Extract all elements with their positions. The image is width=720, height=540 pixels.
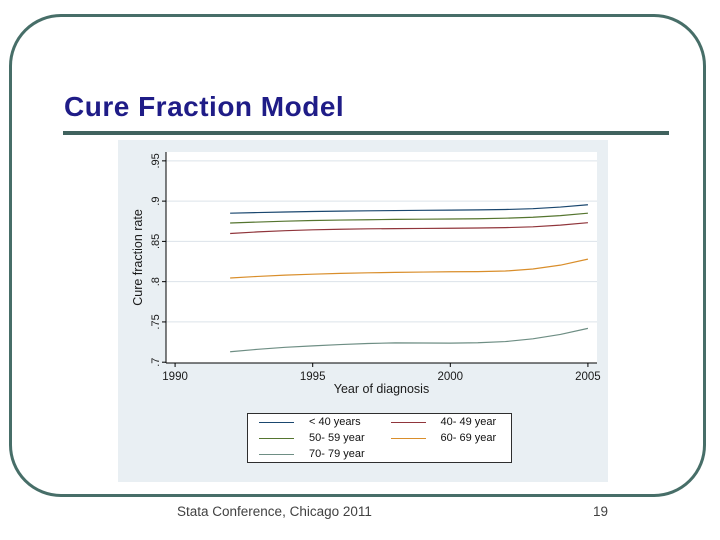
- page-title: Cure Fraction Model: [64, 91, 345, 122]
- x-tick-label: 1995: [300, 371, 326, 383]
- series-line-50-59-year: [230, 212, 588, 224]
- legend-label: 60- 69 year: [440, 432, 497, 444]
- legend-label: 40- 49 year: [440, 416, 497, 428]
- series-line-60-69-year: [230, 258, 589, 279]
- y-tick-label: .75: [150, 314, 162, 329]
- legend-label: < 40 years: [309, 416, 361, 428]
- x-tick-label: 1990: [162, 371, 188, 383]
- legend-item: 40- 49 year: [380, 415, 512, 430]
- chart-canvas: .7 .75 .8 .85 .9 .95 1990 1995 2000 2005 Year of d…: [131, 152, 601, 396]
- y-tick-label: .9: [150, 197, 162, 206]
- title-underline: [63, 131, 669, 135]
- x-tick-label: 2000: [438, 371, 464, 383]
- legend-line-swatch: [259, 453, 294, 455]
- x-axis-title: Year of diagnosis: [334, 382, 429, 396]
- slide-frame-border: [9, 14, 706, 497]
- legend-label: 50- 59 year: [309, 432, 365, 444]
- legend-line-swatch: [259, 421, 294, 423]
- y-tick-label: .7: [150, 358, 162, 367]
- y-tick-label: .85: [150, 234, 162, 249]
- chart-legend: < 40 years 40- 49 year 50- 59 year 60- 69 y…: [247, 413, 512, 463]
- legend-item: 50- 59 year: [248, 431, 380, 446]
- legend-item: 70- 79 year: [248, 447, 380, 462]
- footer-text: Stata Conference, Chicago 2011: [177, 504, 372, 519]
- legend-line-swatch: [390, 421, 426, 423]
- series-line-40-49-year: [230, 222, 588, 235]
- y-axis-title: Cure fraction rate: [131, 209, 145, 306]
- y-tick-label: .8: [150, 277, 162, 286]
- legend-line-swatch: [390, 437, 426, 439]
- cure-fraction-chart: .7 .75 .8 .85 .9 .95 1990 1995 2000 2005 Year of d…: [118, 140, 608, 482]
- page-number: 19: [593, 504, 609, 519]
- plot-background: [166, 152, 597, 363]
- legend-line-swatch: [259, 437, 294, 439]
- series-line--40-years: [230, 204, 588, 214]
- legend-item: 60- 69 year: [380, 431, 512, 446]
- legend-label: 70- 79 year: [309, 448, 365, 460]
- y-tick-label: .95: [150, 153, 162, 168]
- series-line-70-79-year: [230, 327, 589, 353]
- x-tick-label: 2005: [575, 371, 601, 383]
- legend-item: < 40 years: [248, 415, 380, 430]
